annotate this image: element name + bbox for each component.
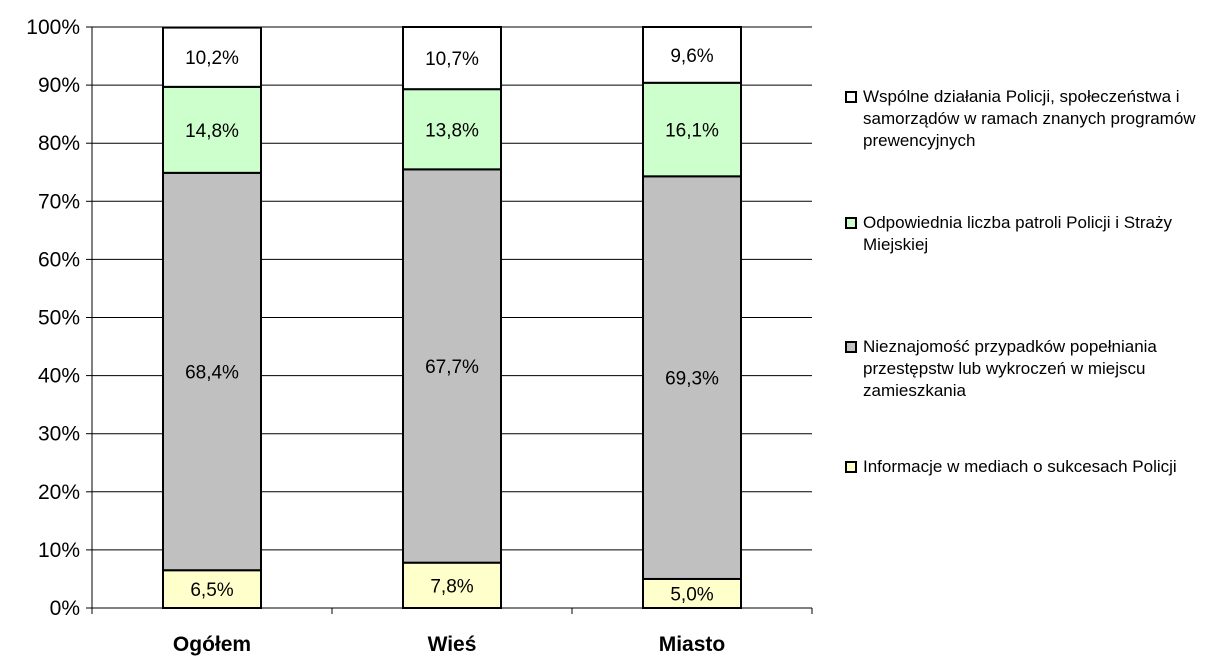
legend-swatch — [845, 341, 857, 353]
data-label: 16,1% — [665, 121, 719, 142]
bar-segment — [162, 171, 262, 572]
legend-label: Nieznajomość przypadków popełniania prze… — [863, 337, 1157, 400]
bar-segment — [162, 26, 262, 88]
y-tick-label: 80% — [38, 132, 80, 155]
legend-label: Informacje w mediach o sukcesach Policji — [863, 457, 1177, 476]
y-axis: 0% 10% 20% 30% 40% 50% 60% 70% 80% 90% 100% — [26, 16, 93, 620]
data-label: 14,8% — [185, 121, 239, 142]
x-category-label: Ogółem — [173, 633, 251, 656]
bar-segment — [402, 88, 502, 171]
bar-segment — [642, 81, 742, 178]
y-tick-label: 20% — [38, 481, 80, 504]
y-tick-label: 90% — [38, 74, 80, 97]
x-axis: Ogółem Wieś Miasto — [91, 607, 813, 656]
legend-swatch — [845, 461, 857, 473]
data-label: 13,8% — [425, 120, 479, 141]
x-category-label: Miasto — [659, 633, 726, 656]
data-label: 68,4% — [185, 363, 239, 384]
y-tick-label: 100% — [26, 16, 80, 39]
bar-segment — [642, 26, 742, 84]
data-label: 6,5% — [190, 580, 233, 601]
y-tick-label: 70% — [38, 190, 80, 213]
data-label: 10,2% — [185, 48, 239, 69]
bars: 6,5% 68,4% 14,8% 10,2% 7,8% 67,7% 13,8% 10,7% 5,… — [162, 26, 742, 610]
legend-item: Nieznajomość przypadków popełniania prze… — [845, 336, 1208, 402]
data-label: 67,7% — [425, 357, 479, 378]
legend-label: Wspólne działania Policji, społeczeństwa… — [863, 87, 1196, 150]
y-tick-label: 10% — [38, 539, 80, 562]
y-tick-label: 40% — [38, 365, 80, 388]
bar-segment — [402, 168, 502, 564]
y-tick-label: 30% — [38, 423, 80, 446]
legend-item: Odpowiednia liczba patroli Policji i Str… — [845, 212, 1208, 256]
y-tick-label: 60% — [38, 248, 80, 271]
data-label: 5,0% — [670, 584, 713, 605]
y-tick-label: 50% — [38, 307, 80, 330]
legend-swatch — [845, 217, 857, 229]
legend-item: Wspólne działania Policji, społeczeństwa… — [845, 86, 1208, 152]
legend-swatch — [845, 91, 857, 103]
y-tick-label: 0% — [50, 597, 80, 620]
data-label: 10,7% — [425, 49, 479, 70]
bar-segment — [642, 175, 742, 580]
data-label: 7,8% — [430, 576, 473, 597]
bar-segment — [402, 26, 502, 91]
legend-label: Odpowiednia liczba patroli Policji i Str… — [863, 213, 1172, 254]
data-label: 9,6% — [670, 46, 713, 67]
legend-item: Informacje w mediach o sukcesach Policji — [845, 456, 1208, 478]
data-label: 69,3% — [665, 369, 719, 390]
x-category-label: Wieś — [428, 633, 477, 656]
